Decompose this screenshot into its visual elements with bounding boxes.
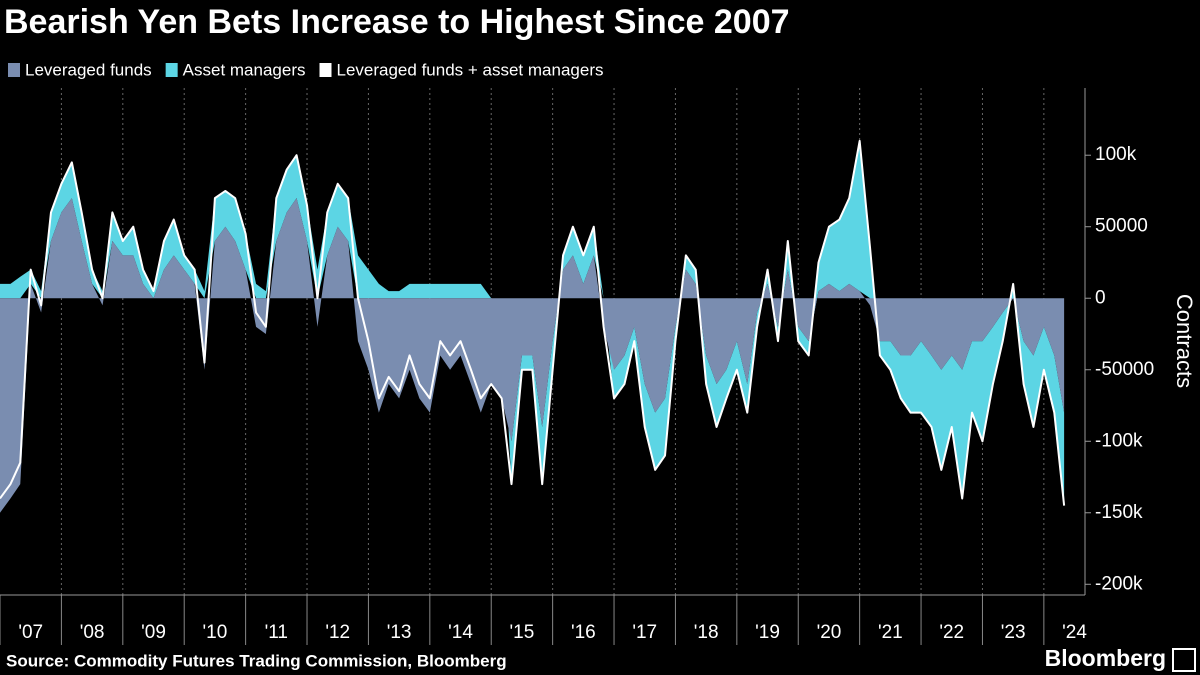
legend-swatch bbox=[319, 63, 332, 77]
chart-title: Bearish Yen Bets Increase to Highest Sin… bbox=[4, 3, 790, 41]
x-tick-label: '19 bbox=[755, 622, 780, 643]
logo-icon bbox=[1172, 648, 1196, 672]
area bbox=[0, 198, 1065, 513]
y-tick-label: -150k bbox=[1095, 502, 1143, 523]
line bbox=[0, 139, 1066, 506]
y-tick-label: -200k bbox=[1095, 573, 1143, 594]
x-tick-label: '14 bbox=[448, 622, 473, 643]
x-tick-label: '17 bbox=[632, 622, 657, 643]
x-tick-label: '16 bbox=[571, 622, 596, 643]
x-tick-label: '13 bbox=[387, 622, 412, 643]
x-tick-label: '11 bbox=[265, 622, 288, 643]
legend-label: Leveraged funds + asset managers bbox=[337, 60, 604, 79]
legend-swatch bbox=[165, 63, 178, 77]
y-tick-label: -100k bbox=[1095, 430, 1143, 451]
x-tick-label: '22 bbox=[939, 622, 964, 643]
y-tick-label: 50000 bbox=[1095, 216, 1148, 237]
x-tick-label: '10 bbox=[203, 622, 228, 643]
x-tick-label: '08 bbox=[80, 622, 105, 643]
legend: Leveraged funds Asset managers Leveraged f… bbox=[8, 60, 603, 79]
legend-swatch bbox=[8, 63, 20, 77]
x-tick-label: '09 bbox=[141, 622, 166, 643]
x-tick-label: '20 bbox=[817, 622, 842, 643]
logo: Bloomberg bbox=[1045, 645, 1166, 671]
x-tick-label: '18 bbox=[694, 622, 719, 643]
x-tick-label: '07 bbox=[18, 622, 43, 643]
legend-label: Asset managers bbox=[183, 60, 306, 79]
x-tick-label: '21 bbox=[878, 622, 903, 643]
y-tick-label: 100k bbox=[1095, 144, 1137, 165]
y-tick-label: -50000 bbox=[1095, 359, 1154, 380]
x-tick-label: '23 bbox=[1001, 622, 1026, 643]
x-tick-label: '12 bbox=[325, 622, 350, 643]
y-tick-label: 0 bbox=[1095, 287, 1106, 308]
source: Source: Commodity Futures Trading Commis… bbox=[6, 651, 507, 670]
x-tick-label: '15 bbox=[510, 622, 535, 643]
x-tick-label: '24 bbox=[1062, 622, 1087, 643]
legend-label: Leveraged funds bbox=[25, 60, 152, 79]
y-axis-label: Contracts bbox=[1172, 294, 1197, 388]
